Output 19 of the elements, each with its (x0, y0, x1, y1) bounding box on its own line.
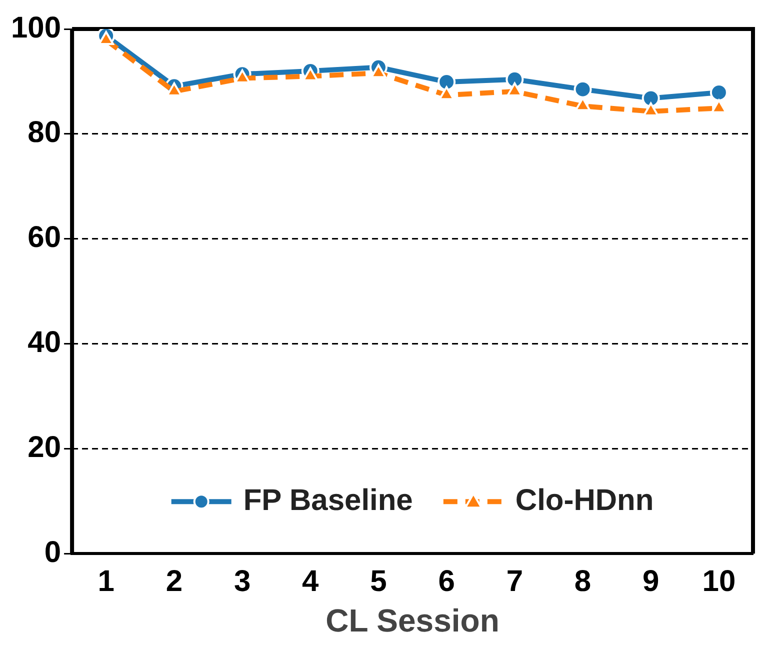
legend-label: Clo-HDnn (515, 484, 654, 517)
x-tick-label: 3 (234, 564, 251, 598)
y-tick-label: 100 (10, 11, 62, 44)
legend-label: FP Baseline (243, 484, 413, 517)
x-tick-label: 4 (302, 564, 320, 598)
x-tick-label: 6 (438, 564, 455, 598)
x-tick-label: 8 (574, 564, 592, 598)
y-tick-label: 40 (28, 326, 62, 360)
y-tick-label: 60 (28, 221, 62, 254)
x-axis-title: CL Session (326, 602, 500, 639)
x-tick-label: 2 (166, 564, 183, 598)
x-tick-label: 1 (98, 564, 114, 598)
y-tick-label: 0 (44, 536, 62, 569)
y-tick-label: 80 (28, 116, 62, 150)
x-tick-label: 9 (642, 564, 660, 598)
x-tick-label: 10 (702, 564, 736, 598)
y-tick-label: 20 (28, 430, 62, 464)
x-tick-label: 7 (506, 564, 524, 598)
x-tick-label: 5 (370, 564, 387, 598)
